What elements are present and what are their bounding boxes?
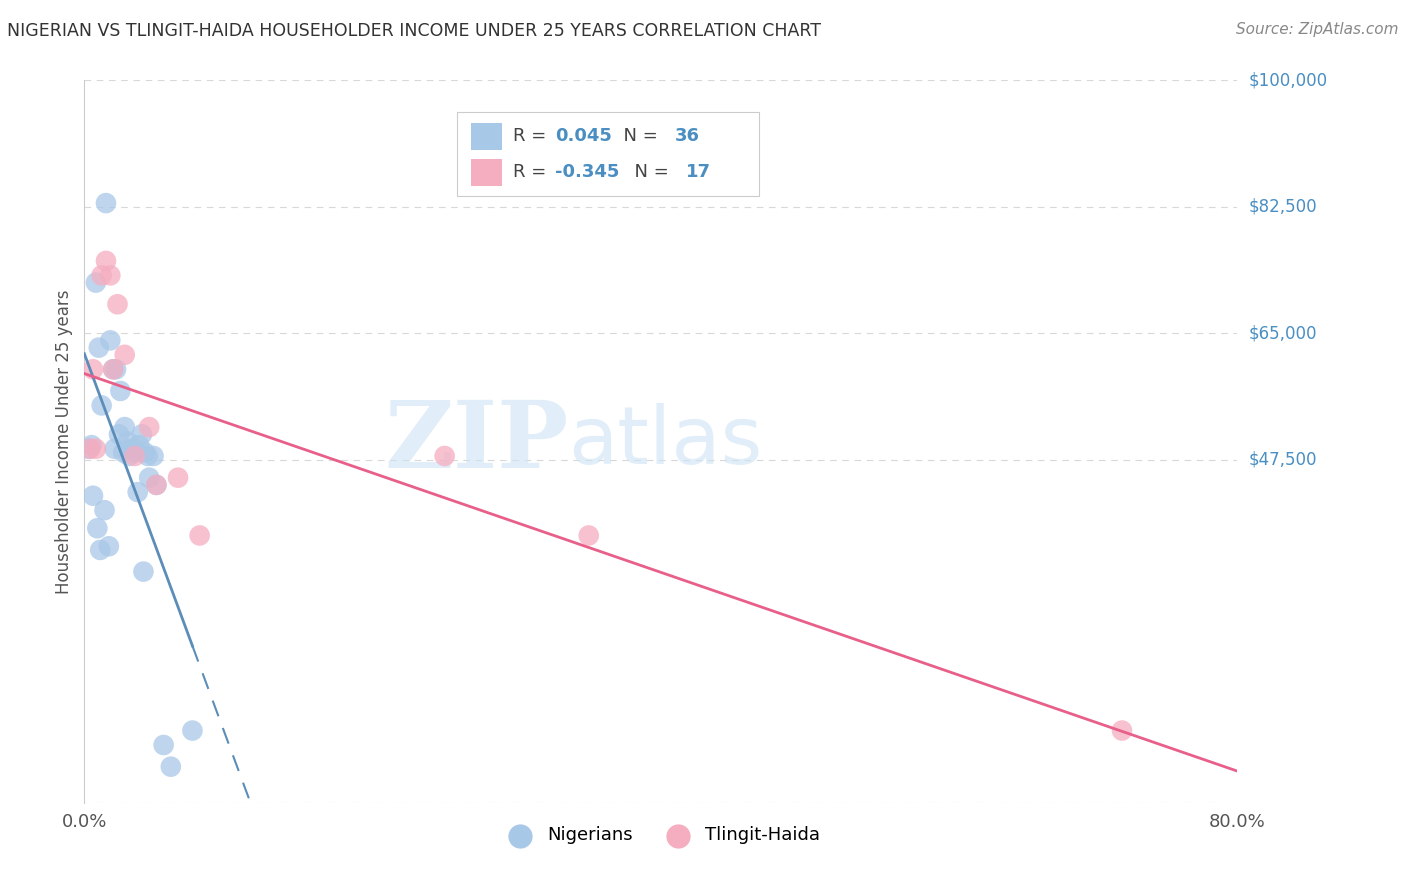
Text: N =: N = xyxy=(612,128,664,145)
Point xyxy=(131,427,153,442)
Point xyxy=(132,565,155,579)
Text: -0.345: -0.345 xyxy=(555,163,620,181)
Text: NIGERIAN VS TLINGIT-HAIDA HOUSEHOLDER INCOME UNDER 25 YEARS CORRELATION CHART: NIGERIAN VS TLINGIT-HAIDA HOUSEHOLDER IN… xyxy=(7,22,821,40)
Point xyxy=(80,438,103,452)
Text: R =: R = xyxy=(513,163,553,181)
Point xyxy=(94,253,117,268)
Point xyxy=(82,489,104,503)
Point xyxy=(127,485,149,500)
Point xyxy=(84,442,107,456)
Point xyxy=(136,449,159,463)
Point xyxy=(114,348,136,362)
Point xyxy=(108,427,131,442)
Point xyxy=(90,268,112,283)
Point xyxy=(98,334,121,348)
Point xyxy=(104,442,127,456)
Text: $82,500: $82,500 xyxy=(1249,198,1317,216)
Point xyxy=(103,362,124,376)
Point xyxy=(107,297,129,311)
Point xyxy=(77,442,100,456)
Point xyxy=(87,341,110,355)
Point xyxy=(145,478,167,492)
Point xyxy=(79,442,101,456)
Point xyxy=(138,420,160,434)
Text: atlas: atlas xyxy=(568,402,763,481)
Point xyxy=(103,362,124,376)
Point xyxy=(433,449,456,463)
Point xyxy=(118,449,141,463)
Text: Source: ZipAtlas.com: Source: ZipAtlas.com xyxy=(1236,22,1399,37)
Text: $47,500: $47,500 xyxy=(1249,450,1317,468)
Y-axis label: Householder Income Under 25 years: Householder Income Under 25 years xyxy=(55,289,73,594)
Point xyxy=(117,434,139,449)
Point xyxy=(120,442,142,456)
Point xyxy=(84,276,107,290)
Point xyxy=(110,384,132,398)
Point xyxy=(98,268,121,283)
Text: 17: 17 xyxy=(686,163,711,181)
Point xyxy=(105,362,128,376)
Point xyxy=(152,738,174,752)
Text: 36: 36 xyxy=(675,128,700,145)
Text: $65,000: $65,000 xyxy=(1249,324,1317,343)
Point xyxy=(124,445,146,459)
Point xyxy=(134,445,156,459)
Point xyxy=(114,420,136,434)
Point xyxy=(82,362,104,376)
Text: $100,000: $100,000 xyxy=(1249,71,1327,89)
Text: N =: N = xyxy=(623,163,675,181)
Point xyxy=(138,470,160,484)
Point xyxy=(97,539,120,553)
Point xyxy=(94,196,117,211)
Point xyxy=(181,723,204,738)
Point xyxy=(89,542,111,557)
Point xyxy=(167,470,190,484)
Text: ZIP: ZIP xyxy=(384,397,568,486)
Point xyxy=(1111,723,1133,738)
Point xyxy=(160,760,183,774)
Point xyxy=(128,438,150,452)
Point xyxy=(142,449,165,463)
Point xyxy=(86,521,108,535)
Point xyxy=(145,478,167,492)
Legend: Nigerians, Tlingit-Haida: Nigerians, Tlingit-Haida xyxy=(502,826,820,845)
Text: 0.045: 0.045 xyxy=(555,128,612,145)
Point xyxy=(122,442,145,456)
Point xyxy=(578,528,600,542)
Text: R =: R = xyxy=(513,128,553,145)
Point xyxy=(112,445,135,459)
Point xyxy=(93,503,115,517)
Point xyxy=(90,398,112,412)
Point xyxy=(188,528,211,542)
Point xyxy=(124,449,146,463)
